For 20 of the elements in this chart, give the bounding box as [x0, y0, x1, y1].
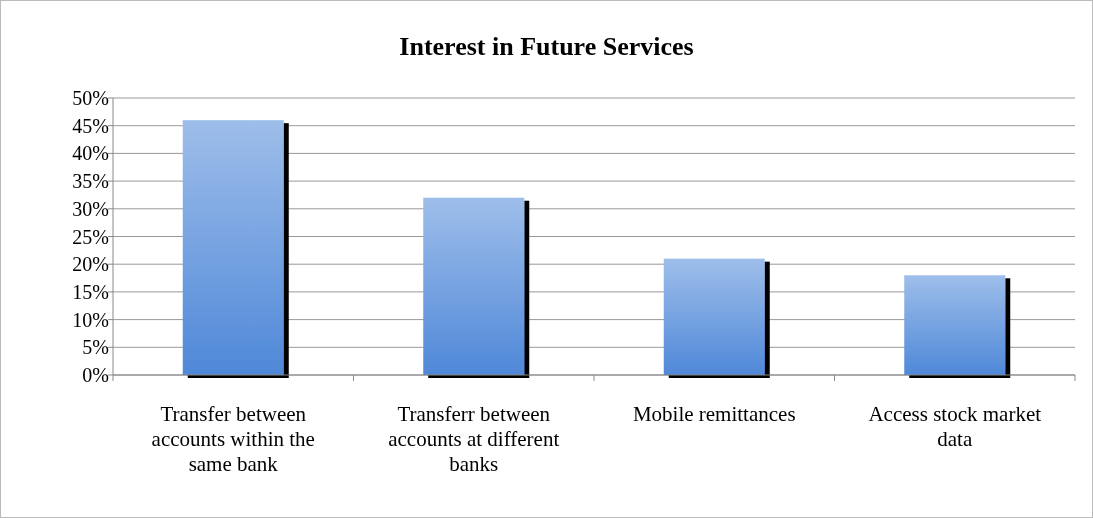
y-tick-label: 45%	[72, 114, 109, 137]
chart-title: Interest in Future Services	[399, 32, 694, 61]
y-tick-label: 40%	[72, 142, 109, 165]
bar	[182, 120, 284, 375]
bar	[904, 275, 1006, 375]
y-tick-label: 50%	[72, 87, 109, 109]
x-tick-label: Access stock market data	[868, 402, 1042, 451]
y-tick-label: 25%	[72, 225, 109, 248]
bar	[663, 258, 765, 375]
y-tick-label: 0%	[82, 364, 109, 386]
x-tick-label: Transferr between accounts at different banks	[388, 402, 560, 476]
bar	[423, 197, 525, 375]
x-tick-label: Transfer between accounts within the same bank	[151, 402, 315, 476]
y-tick-label: 20%	[72, 253, 109, 276]
y-tick-label: 30%	[72, 197, 109, 220]
y-tick-label: 35%	[72, 170, 109, 193]
x-tick-label: Mobile remittances	[632, 402, 796, 426]
y-tick-label: 5%	[82, 336, 109, 359]
y-tick-label: 15%	[72, 280, 109, 303]
y-tick-label: 10%	[72, 308, 109, 331]
